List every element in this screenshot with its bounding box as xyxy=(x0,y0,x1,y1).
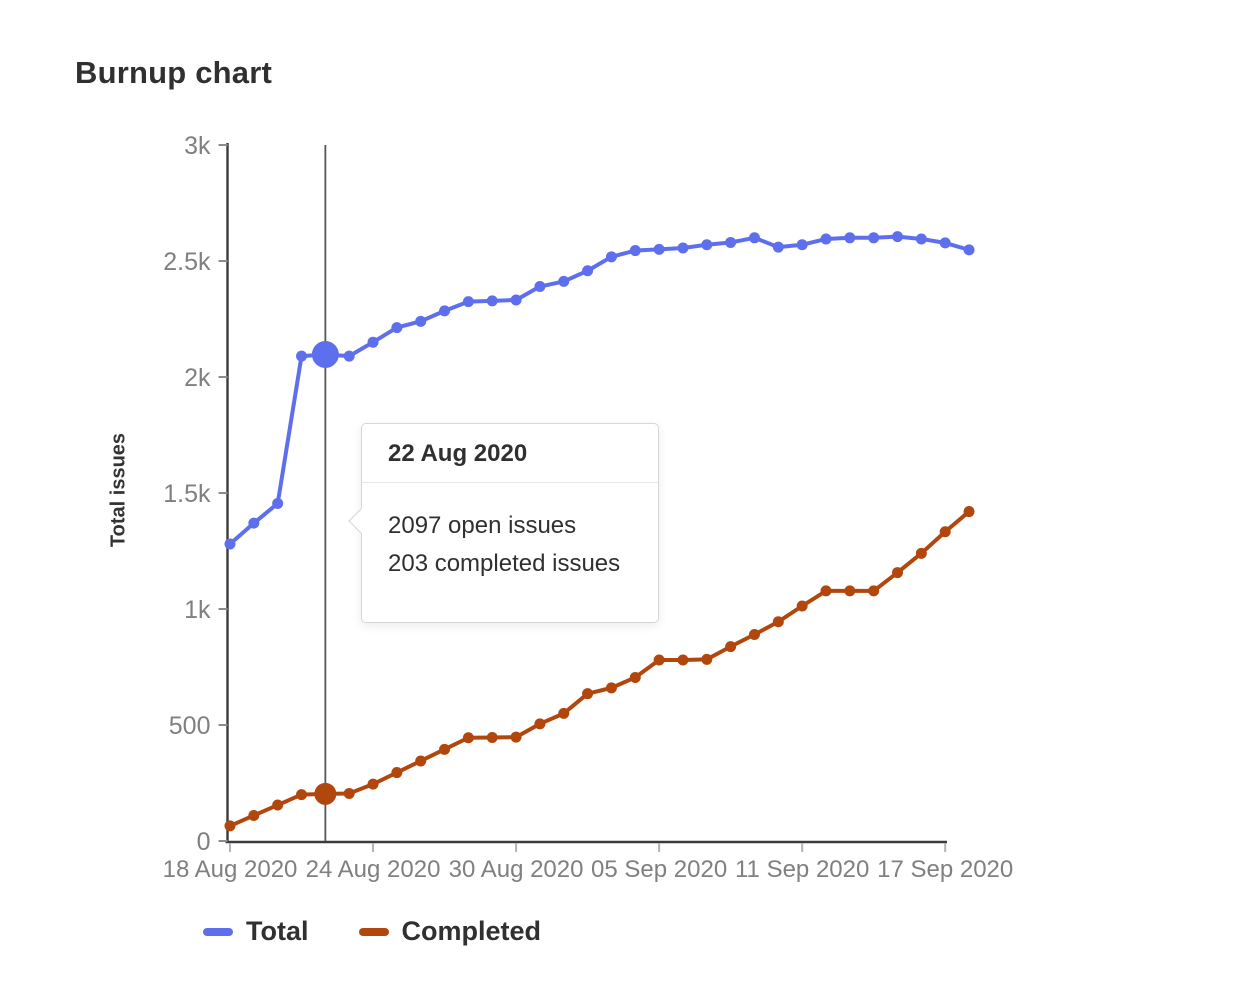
svg-text:0: 0 xyxy=(197,828,211,856)
tooltip-date: 22 Aug 2020 xyxy=(362,424,658,483)
chart-tooltip: 22 Aug 2020 2097 open issues 203 complet… xyxy=(348,423,659,623)
chart-legend: Total Completed xyxy=(203,916,541,947)
tooltip-body: 2097 open issues 203 completed issues xyxy=(362,483,658,583)
svg-text:05 Sep 2020: 05 Sep 2020 xyxy=(591,856,727,883)
legend-label-completed: Completed xyxy=(401,916,542,946)
svg-text:18 Aug 2020: 18 Aug 2020 xyxy=(163,856,298,883)
completed-series-swatch-icon xyxy=(358,927,389,936)
svg-text:2.5k: 2.5k xyxy=(163,248,211,276)
legend-item-completed[interactable]: Completed xyxy=(358,916,542,947)
legend-item-total[interactable]: Total xyxy=(203,916,309,947)
svg-text:11 Sep 2020: 11 Sep 2020 xyxy=(735,856,869,883)
svg-text:24 Aug 2020: 24 Aug 2020 xyxy=(306,856,441,883)
svg-text:1k: 1k xyxy=(184,596,211,624)
svg-text:500: 500 xyxy=(169,712,211,740)
svg-text:2k: 2k xyxy=(184,364,211,392)
svg-text:1.5k: 1.5k xyxy=(163,480,211,508)
tooltip-completed-issues: 203 completed issues xyxy=(388,550,621,577)
page-title: Burnup chart xyxy=(75,55,273,90)
svg-text:3k: 3k xyxy=(184,132,211,160)
legend-label-total: Total xyxy=(246,916,309,946)
total-series-swatch-icon xyxy=(203,927,233,936)
svg-text:30 Aug 2020: 30 Aug 2020 xyxy=(449,856,584,883)
svg-text:17 Sep 2020: 17 Sep 2020 xyxy=(877,856,1013,883)
tooltip-open-issues: 2097 open issues xyxy=(388,512,577,539)
